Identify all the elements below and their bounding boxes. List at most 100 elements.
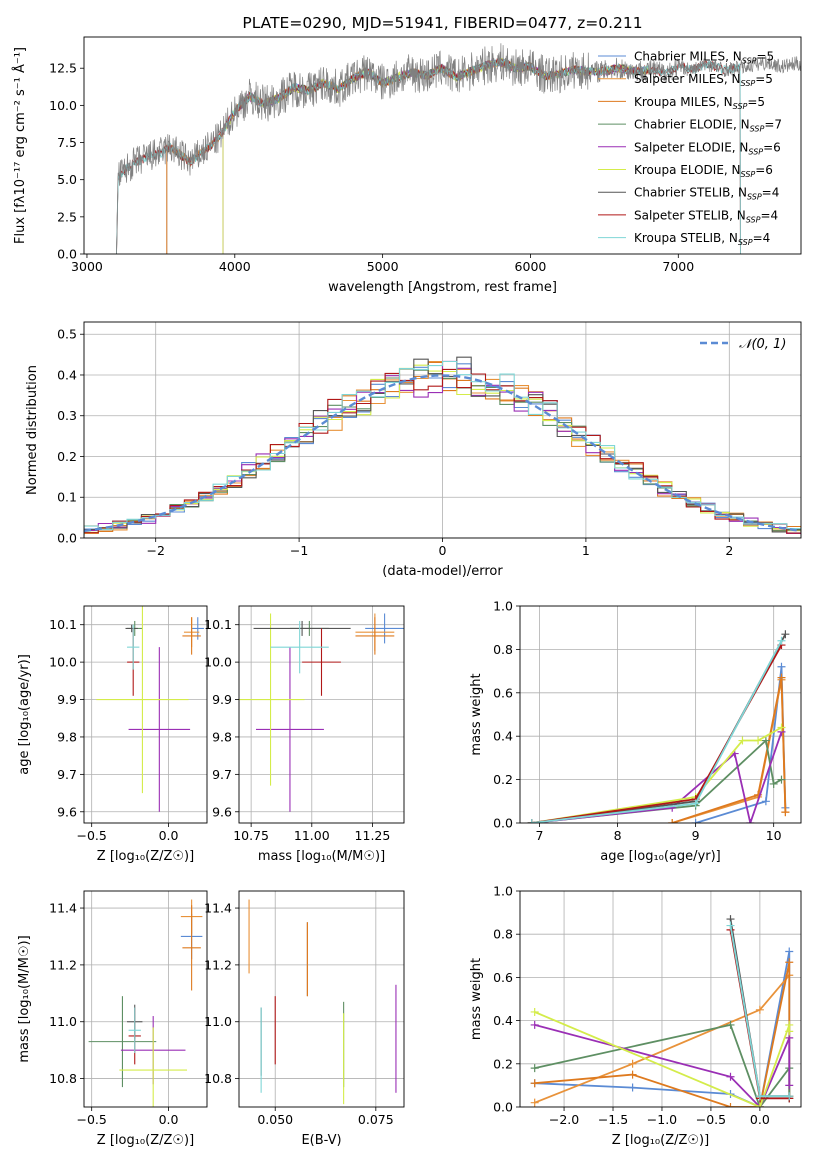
axes-age-vs-Z: −0.5 0.0 9.6 9.7 9.8 9.9 10.0 10.1 Z [log₁₀(Z/Z☉…	[17, 605, 208, 864]
x-tick-label: 0.075	[358, 1112, 394, 1127]
y-tick-label: 0.0	[57, 247, 77, 262]
y-tick-label: 9.7	[57, 767, 77, 782]
y-tick-label: 0.4	[493, 1013, 513, 1028]
x-tick-label: 1	[582, 543, 590, 558]
y-tick-label: 10.1	[204, 617, 232, 632]
y-tick-label: 10.0	[204, 655, 232, 670]
axes-frame-mass-vs-Z	[83, 890, 208, 1108]
x-tick-label: 11.25	[355, 828, 391, 843]
weight-marker	[777, 673, 786, 682]
x-tick-label: −0.5	[77, 828, 107, 843]
y-tick-label: 11.0	[49, 1014, 77, 1029]
x-tick-label: 0.050	[257, 1112, 293, 1127]
axes-age-vs-mass: 10.75 11.00 11.25 9.6 9.7 9.8 9.9 10.0 10.1 mass …	[204, 605, 405, 864]
x-tick-label: −1	[290, 543, 308, 558]
legend-label-4: Salpeter ELODIE, NSSP=6	[634, 140, 781, 156]
plot-area-age-vs-mass	[239, 606, 404, 823]
plot-area-residuals	[84, 322, 801, 538]
y-tick-label: 0.0	[493, 816, 513, 831]
plot-area-weight-vs-Z	[520, 891, 801, 1107]
x-tick-label: 2	[725, 543, 733, 558]
weight-marker	[628, 1059, 637, 1068]
weight-marker	[777, 662, 786, 671]
model-line-7	[116, 57, 741, 254]
weight-line-1	[534, 974, 790, 1104]
axes-weight-vs-age: 7 8 9 10 0.0 0.2 0.4 0.6 0.8 1.0 age [log₁₀(age/yr…	[469, 599, 802, 864]
x-tick-label: −1.0	[647, 1112, 677, 1127]
model-line-2	[166, 59, 649, 254]
axes-mass-vs-Z: −0.5 0.0 10.8 11.0 11.2 11.4 Z [log₁₀(Z/Z☉)] ma…	[17, 890, 208, 1148]
axes-spectrum: 3000 4000 5000 6000 7000 0.0 2.5 5.0 7.5 10.0 12.5…	[12, 14, 802, 295]
x-tick-label: 11.00	[294, 828, 330, 843]
y-tick-label: 10.8	[204, 1071, 232, 1086]
legend-label-8: Kroupa STELIB, NSSP=4	[634, 231, 770, 247]
legend-label-3: Chabrier ELODIE, NSSP=7	[634, 118, 782, 134]
x-tick-label: 3000	[71, 259, 103, 274]
weight-line-6	[531, 633, 787, 823]
weight-marker	[781, 808, 790, 817]
x-tick-label: 5000	[367, 259, 399, 274]
y-tick-label: 0.6	[493, 970, 513, 985]
weight-marker	[785, 958, 794, 967]
y-tick-label: 10.0	[49, 655, 77, 670]
weight-marker	[530, 1007, 539, 1016]
x-axis-label: E(B-V)	[301, 1133, 341, 1148]
y-tick-label: 1.0	[493, 599, 513, 614]
y-tick-label: 9.6	[212, 804, 232, 819]
axes-frame-age-vs-mass	[238, 605, 405, 824]
x-tick-label: −2	[146, 543, 164, 558]
weight-line-2	[534, 962, 791, 1107]
x-axis-label: Z [log₁₀(Z/Z☉)]	[612, 1133, 709, 1148]
plot-area-mass-vs-Z	[84, 891, 207, 1107]
spectrum-legend: Chabrier MILES, NSSP=5 Salpeter MILES, NS…	[598, 50, 782, 247]
weight-line-4	[531, 731, 783, 823]
x-tick-label: 0.0	[159, 828, 179, 843]
x-axis-label: (data-model)/error	[382, 564, 503, 579]
y-tick-label: 7.5	[57, 135, 77, 150]
legend-label-1: Salpeter MILES, NSSP=5	[634, 72, 773, 88]
plot-area-mass-vs-ebv	[239, 891, 404, 1107]
weight-marker	[628, 1070, 637, 1079]
x-tick-label: −2.0	[549, 1112, 579, 1127]
y-tick-label: 0.3	[57, 408, 77, 423]
weight-marker	[726, 1020, 735, 1029]
y-tick-label: 11.2	[204, 957, 232, 972]
weight-marker	[628, 1083, 637, 1092]
x-tick-label: 7	[536, 828, 544, 843]
axes-frame-weight-vs-Z	[519, 890, 802, 1108]
y-axis-label: mass weight	[469, 958, 484, 1040]
y-tick-label: 10.1	[49, 617, 77, 632]
weight-marker	[755, 1103, 764, 1107]
y-tick-label: 0.6	[493, 685, 513, 700]
y-tick-label: 9.6	[57, 804, 77, 819]
legend-label-7: Salpeter STELIB, NSSP=4	[634, 208, 778, 224]
weight-marker	[755, 1092, 764, 1101]
weight-marker	[530, 1098, 539, 1107]
weight-marker	[785, 1092, 794, 1101]
weight-line-0	[695, 666, 787, 823]
plot-area-spectrum	[116, 43, 801, 254]
weight-marker	[755, 1005, 764, 1014]
weight-marker	[754, 736, 763, 745]
legend-label-0: Chabrier MILES, NSSP=5	[634, 50, 774, 66]
x-tick-label: 9	[692, 828, 700, 843]
weight-marker	[691, 799, 700, 808]
y-tick-label: 9.8	[212, 729, 232, 744]
y-tick-label: 0.4	[57, 367, 77, 382]
axes-frame-residuals	[83, 321, 802, 539]
x-tick-label: 8	[614, 828, 622, 843]
y-tick-label: 0.1	[57, 490, 77, 505]
y-tick-label: 11.4	[49, 901, 77, 916]
y-axis-label: age [log₁₀(age/yr)]	[17, 654, 32, 775]
weight-marker	[726, 1103, 735, 1107]
y-tick-label: 1.0	[493, 884, 513, 899]
y-tick-label: 0.8	[493, 927, 513, 942]
axes-frame-mass-vs-ebv	[238, 890, 405, 1108]
y-tick-label: 0.8	[493, 642, 513, 657]
y-axis-label: mass [log₁₀(M/M☉)]	[17, 935, 32, 1062]
x-tick-label: −0.5	[77, 1112, 107, 1127]
y-tick-label: 0.0	[493, 1100, 513, 1115]
x-axis-label: Z [log₁₀(Z/Z☉)]	[97, 1133, 194, 1148]
axes-weight-vs-Z: −2.0 −1.5 −1.0 −0.5 0.0 0.0 0.2 0.4 0.6 0.8 1.0 Z […	[469, 884, 802, 1148]
weight-marker	[691, 819, 700, 823]
